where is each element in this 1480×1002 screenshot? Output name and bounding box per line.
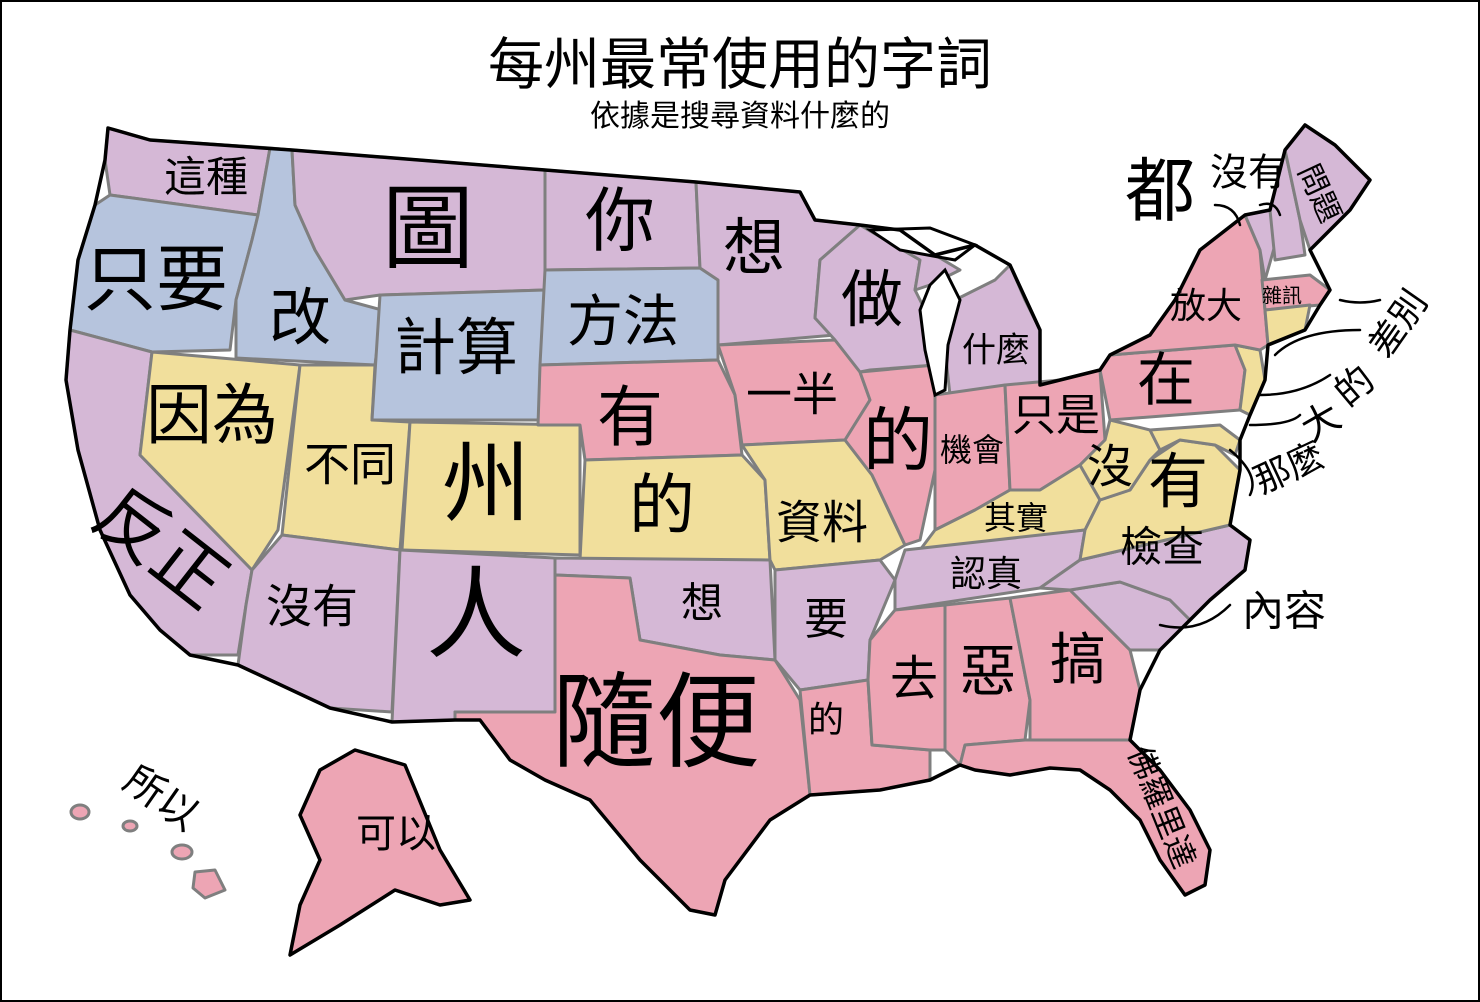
label-wisconsin: 做	[841, 263, 903, 336]
label-pennsylvania: 在	[1137, 346, 1195, 414]
label-colorado: 州	[442, 432, 530, 535]
lake-michigan	[918, 267, 962, 398]
label-indiana: 機會	[940, 431, 1004, 469]
state-maryland	[1148, 423, 1242, 457]
label-south-dakota: 方法	[567, 290, 679, 355]
label-mississippi: 去	[890, 651, 938, 707]
label-vermont-nh: 沒有	[1210, 151, 1286, 195]
label-washington: 這種	[164, 153, 248, 202]
label-south-carolina: 內容	[1242, 587, 1326, 636]
label-ohio: 只是	[1012, 390, 1100, 441]
label-oklahoma: 想	[681, 579, 723, 628]
label-rhode-island: 差別	[1361, 283, 1436, 366]
us-outline	[64, 123, 1372, 917]
label-arkansas: 要	[804, 594, 848, 645]
label-nevada: 因為	[146, 377, 278, 454]
label-north-dakota: 你	[585, 180, 655, 262]
hawaii-island-2	[121, 819, 139, 833]
label-minnesota: 想	[723, 211, 785, 284]
alaska-outline	[288, 748, 472, 957]
label-missouri: 資料	[776, 496, 868, 550]
label-georgia: 搞	[1050, 628, 1106, 693]
hawaii-island-3	[170, 843, 194, 861]
label-new-mexico: 人	[426, 556, 526, 673]
label-massachusetts: 雜訊	[1262, 284, 1302, 308]
label-new-jersey: 的	[1326, 357, 1383, 415]
label-kentucky: 其實	[984, 499, 1048, 537]
label-louisiana: 的	[808, 700, 844, 741]
label-texas: 隨便	[552, 661, 760, 783]
label-utah: 不同	[304, 438, 396, 492]
label-montana: 圖	[382, 175, 474, 282]
label-new-york: 放大	[1170, 286, 1242, 327]
label-michigan: 什麼	[962, 331, 1030, 371]
label-northeast-big: 都	[1125, 150, 1195, 232]
label-arizona: 沒有	[266, 580, 358, 634]
label-west-virginia: 沒	[1087, 440, 1133, 494]
label-tennessee: 認真	[950, 554, 1022, 595]
label-wyoming: 計算	[394, 311, 518, 384]
label-alabama: 惡	[960, 640, 1016, 705]
map-subtitle: 依據是搜尋資料什麼的	[590, 99, 890, 134]
label-virginia: 有	[1148, 448, 1208, 518]
label-idaho: 改	[269, 281, 331, 354]
leader-lines	[1158, 202, 1382, 629]
label-oregon: 只要	[84, 238, 228, 322]
states-layer	[64, 123, 1372, 957]
map-title: 每州最常使用的字詞	[488, 33, 992, 98]
label-nebraska: 有	[597, 379, 663, 456]
label-illinois: 的	[863, 400, 933, 482]
label-kansas: 的	[629, 467, 695, 544]
label-iowa: 一半	[746, 368, 838, 422]
label-alaska: 可以	[356, 811, 436, 857]
hawaii-island-1	[69, 803, 91, 821]
state-new-york	[1108, 213, 1270, 357]
label-north-carolina: 檢查	[1120, 523, 1204, 572]
state-nevada	[138, 350, 302, 572]
hawaii-island-4	[191, 868, 227, 900]
